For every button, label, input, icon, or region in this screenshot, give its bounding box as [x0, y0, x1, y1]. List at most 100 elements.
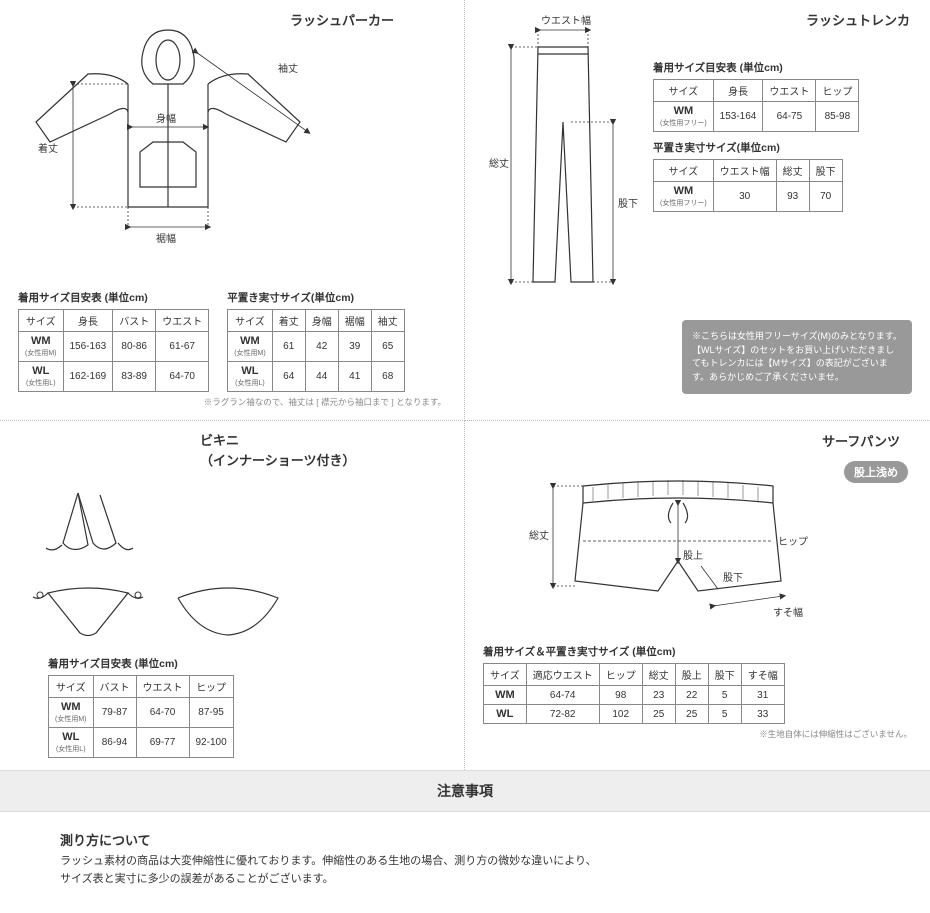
col-header: サイズ — [228, 310, 273, 332]
value-cell: 39 — [338, 332, 371, 362]
value-cell: 87-95 — [189, 698, 233, 728]
table-row: WM(女性用M)79-8764-7087-95 — [49, 698, 234, 728]
trenka-title: ラッシュトレンカ — [806, 10, 910, 29]
col-header: 股上 — [675, 664, 708, 686]
col-header: 総丈 — [776, 160, 809, 182]
svg-text:袖丈: 袖丈 — [278, 62, 298, 75]
surfpants-svg: 総丈 ヒップ 股上 股下 すそ幅 — [483, 461, 843, 631]
value-cell: 44 — [305, 362, 338, 392]
size-cell: WL(女性用L) — [19, 362, 64, 392]
value-cell: 92-100 — [189, 728, 233, 758]
value-cell: 162-169 — [63, 362, 113, 392]
value-cell: 64-70 — [156, 362, 209, 392]
table-row: WL(女性用L)162-16983-8964-70 — [19, 362, 209, 392]
value-cell: 5 — [708, 705, 741, 724]
value-cell: 69-77 — [136, 728, 189, 758]
col-header: サイズ — [484, 664, 527, 686]
col-header: サイズ — [19, 310, 64, 332]
value-cell: 33 — [741, 705, 784, 724]
value-cell: 83-89 — [113, 362, 156, 392]
col-header: サイズ — [654, 160, 714, 182]
col-header: 着丈 — [272, 310, 305, 332]
col-header: バスト — [113, 310, 156, 332]
table-row: WM64-74982322531 — [484, 686, 785, 705]
table-row: WM(女性用フリー)153-16464-7585-98 — [654, 102, 859, 132]
parka-fit-title: 着用サイズ目安表 (単位cm) — [18, 290, 209, 305]
table-row: WL(女性用L)86-9469-7792-100 — [49, 728, 234, 758]
value-cell: 64 — [272, 362, 305, 392]
table-row: WL72-821022525533 — [484, 705, 785, 724]
col-header: バスト — [93, 676, 136, 698]
col-header: 袖丈 — [371, 310, 404, 332]
value-cell: 30 — [713, 182, 776, 212]
value-cell: 64-74 — [526, 686, 599, 705]
parka-footnote: ※ラグラン袖なので、袖丈は [ 襟元から袖口まで ] となります。 — [18, 396, 446, 408]
notice-heading-bar: 注意事項 — [0, 770, 930, 812]
col-header: ウエスト幅 — [713, 160, 776, 182]
parka-svg: 袖丈 身幅 着丈 裾幅 — [18, 12, 318, 272]
value-cell: 72-82 — [526, 705, 599, 724]
col-header: ヒップ — [189, 676, 233, 698]
table-row: WL(女性用L)64444168 — [228, 362, 405, 392]
surfpants-title: サーフパンツ — [822, 431, 900, 450]
trenka-fit-table: サイズ身長ウエストヒップWM(女性用フリー)153-16464-7585-98 — [653, 79, 859, 132]
section-surfpants: サーフパンツ 股上浅め 総丈 ヒップ 股上 股下 すそ幅 着用サイズ＆平置き実寸… — [465, 421, 930, 770]
value-cell: 98 — [599, 686, 642, 705]
bikini-fit-table: サイズバストウエストヒップWM(女性用M)79-8764-7087-95WL(女… — [48, 675, 234, 758]
table-row: WM(女性用フリー)309370 — [654, 182, 843, 212]
size-cell: WL(女性用L) — [228, 362, 273, 392]
value-cell: 153-164 — [713, 102, 763, 132]
size-cell: WM(女性用M) — [49, 698, 94, 728]
value-cell: 86-94 — [93, 728, 136, 758]
value-cell: 68 — [371, 362, 404, 392]
value-cell: 64-70 — [136, 698, 189, 728]
col-header: ウエスト — [136, 676, 189, 698]
bikini-fit-title: 着用サイズ目安表 (単位cm) — [48, 656, 446, 671]
section-bikini: ビキニ （インナーショーツ付き） 着用サイズ目安表 (単位cm) サイズバストウ… — [0, 421, 465, 770]
col-header: ウエスト — [763, 80, 816, 102]
col-header: 身長 — [63, 310, 113, 332]
section-trenka: ラッシュトレンカ ウエスト幅 総丈 股下 着用サイズ目安表 (単位cm) サイズ… — [465, 0, 930, 421]
bikini-svg — [18, 483, 298, 643]
col-header: ヒップ — [599, 664, 642, 686]
svg-text:総丈: 総丈 — [529, 529, 549, 542]
trenka-fit-title: 着用サイズ目安表 (単位cm) — [653, 60, 859, 75]
parka-diagram: 袖丈 身幅 着丈 裾幅 — [18, 12, 446, 272]
col-header: サイズ — [49, 676, 94, 698]
parka-flat-title: 平置き実寸サイズ(単位cm) — [227, 290, 405, 305]
col-header: サイズ — [654, 80, 714, 102]
svg-text:裾幅: 裾幅 — [156, 232, 176, 245]
col-header: 総丈 — [642, 664, 675, 686]
footer-text: 測り方について ラッシュ素材の商品は大変伸縮性に優れております。伸縮性のある生地… — [0, 812, 930, 912]
rise-badge: 股上浅め — [844, 461, 908, 483]
value-cell: 23 — [642, 686, 675, 705]
col-header: すそ幅 — [741, 664, 784, 686]
size-cell: WM(女性用フリー) — [654, 102, 714, 132]
value-cell: 70 — [809, 182, 842, 212]
size-cell: WM(女性用M) — [228, 332, 273, 362]
col-header: 股下 — [809, 160, 842, 182]
value-cell: 156-163 — [63, 332, 113, 362]
col-header: 裾幅 — [338, 310, 371, 332]
parka-fit-table: サイズ身長バストウエストWM(女性用M)156-16380-8661-67WL(… — [18, 309, 209, 392]
svg-text:股下: 股下 — [618, 198, 638, 210]
svg-text:股上: 股上 — [683, 550, 703, 562]
svg-text:すそ幅: すそ幅 — [773, 606, 803, 619]
size-cell: WM(女性用フリー) — [654, 182, 714, 212]
col-header: 股下 — [708, 664, 741, 686]
value-cell: 80-86 — [113, 332, 156, 362]
svg-text:ヒップ: ヒップ — [778, 536, 808, 548]
value-cell: 5 — [708, 686, 741, 705]
size-cell: WL — [484, 705, 527, 724]
footer-body: ラッシュ素材の商品は大変伸縮性に優れております。伸縮性のある生地の場合、測り方の… — [60, 853, 870, 888]
col-header: 身幅 — [305, 310, 338, 332]
col-header: 適応ウエスト — [526, 664, 599, 686]
svg-text:股下: 股下 — [723, 572, 743, 584]
table-row: WM(女性用M)61423965 — [228, 332, 405, 362]
svg-text:身幅: 身幅 — [156, 112, 176, 125]
value-cell: 25 — [675, 705, 708, 724]
size-chart-grid: ラッシュパーカー 袖丈 身幅 着丈 裾幅 着用サイズ目安表 (単位cm) サイズ… — [0, 0, 930, 770]
footer-subheading: 測り方について — [60, 830, 870, 849]
value-cell: 64-75 — [763, 102, 816, 132]
size-cell: WL(女性用L) — [49, 728, 94, 758]
